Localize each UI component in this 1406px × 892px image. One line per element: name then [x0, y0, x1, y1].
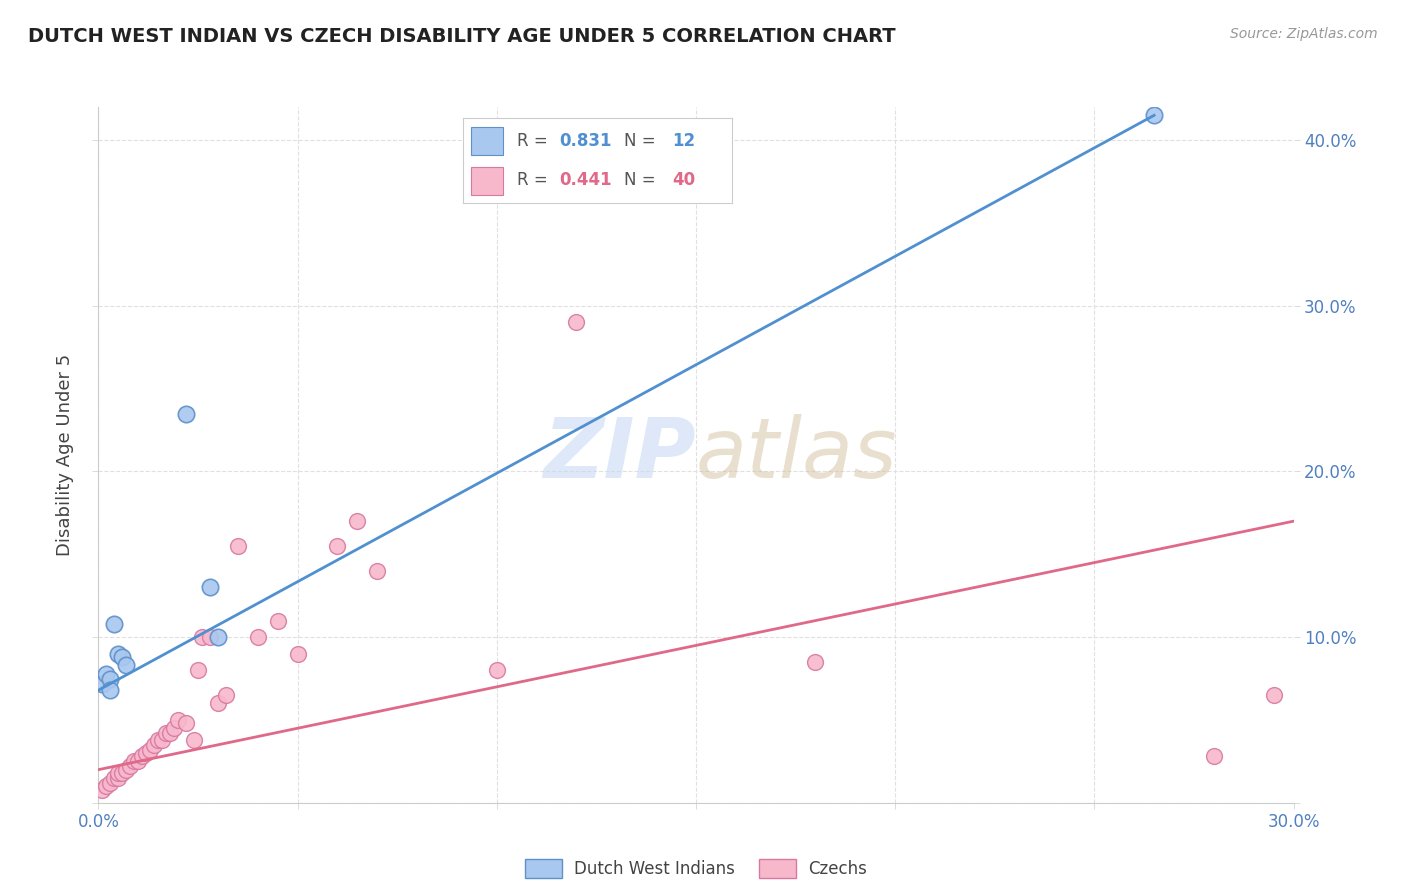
- Point: [167, 713, 190, 727]
- Point: [91, 676, 114, 690]
- Point: [1263, 688, 1285, 702]
- Point: [804, 655, 827, 669]
- Point: [198, 581, 221, 595]
- Point: [96, 779, 118, 793]
- Point: [565, 315, 588, 329]
- Point: [100, 683, 122, 698]
- Point: [150, 732, 173, 747]
- Point: [159, 726, 181, 740]
- Legend: Dutch West Indians, Czechs: Dutch West Indians, Czechs: [519, 853, 873, 885]
- Point: [207, 630, 229, 644]
- Point: [155, 726, 177, 740]
- Point: [120, 759, 142, 773]
- Point: [103, 771, 125, 785]
- Text: DUTCH WEST INDIAN VS CZECH DISABILITY AGE UNDER 5 CORRELATION CHART: DUTCH WEST INDIAN VS CZECH DISABILITY AG…: [28, 27, 896, 45]
- Point: [96, 666, 118, 681]
- Point: [111, 650, 134, 665]
- Text: ZIP: ZIP: [543, 415, 696, 495]
- Point: [326, 539, 349, 553]
- Point: [267, 614, 290, 628]
- Point: [139, 743, 162, 757]
- Point: [163, 721, 186, 735]
- Point: [1202, 749, 1225, 764]
- Point: [187, 663, 209, 677]
- Point: [1143, 108, 1166, 122]
- Point: [226, 539, 249, 553]
- Point: [124, 755, 146, 769]
- Point: [148, 732, 170, 747]
- Point: [107, 771, 129, 785]
- Point: [287, 647, 309, 661]
- Y-axis label: Disability Age Under 5: Disability Age Under 5: [56, 354, 75, 556]
- Point: [183, 732, 205, 747]
- Point: [174, 407, 197, 421]
- Point: [135, 746, 157, 760]
- Point: [100, 672, 122, 686]
- Point: [346, 514, 368, 528]
- Point: [131, 749, 153, 764]
- Point: [207, 697, 229, 711]
- Point: [115, 658, 138, 673]
- Point: [115, 763, 138, 777]
- Point: [191, 630, 214, 644]
- Point: [366, 564, 388, 578]
- Point: [174, 716, 197, 731]
- Point: [198, 630, 221, 644]
- Point: [107, 647, 129, 661]
- Point: [485, 663, 508, 677]
- Point: [111, 766, 134, 780]
- Text: Source: ZipAtlas.com: Source: ZipAtlas.com: [1230, 27, 1378, 41]
- Point: [143, 738, 166, 752]
- Point: [215, 688, 238, 702]
- Point: [127, 755, 149, 769]
- Point: [107, 766, 129, 780]
- Text: atlas: atlas: [696, 415, 897, 495]
- Point: [100, 776, 122, 790]
- Point: [246, 630, 269, 644]
- Point: [103, 616, 125, 631]
- Point: [91, 782, 114, 797]
